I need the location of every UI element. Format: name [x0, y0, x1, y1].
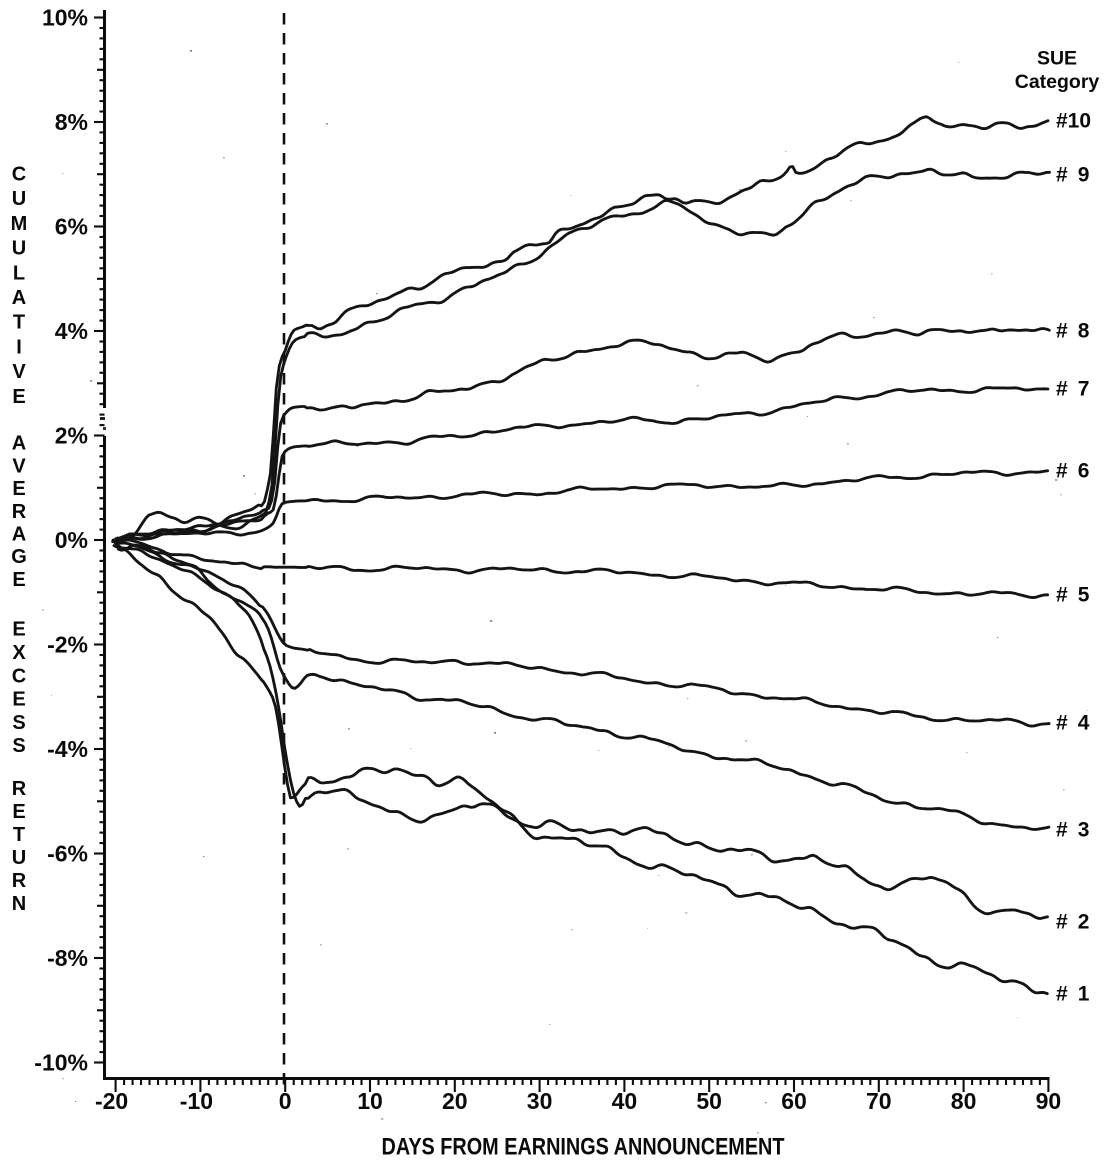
- svg-text:0%: 0%: [55, 527, 88, 553]
- svg-text:70: 70: [866, 1088, 892, 1114]
- svg-text:80: 80: [951, 1088, 977, 1114]
- svg-text:-10: -10: [180, 1088, 213, 1114]
- svg-text:U: U: [12, 847, 26, 869]
- svg-text:V: V: [12, 361, 26, 383]
- svg-text:-2%: -2%: [47, 632, 88, 658]
- svg-text:30: 30: [527, 1088, 553, 1114]
- svg-text:X: X: [12, 642, 26, 664]
- svg-text:U: U: [12, 188, 26, 210]
- svg-text:90: 90: [1036, 1088, 1062, 1114]
- svg-text:S: S: [12, 735, 25, 757]
- svg-text:50: 50: [696, 1088, 722, 1114]
- svg-text:R: R: [12, 870, 27, 892]
- svg-text:E: E: [12, 569, 25, 591]
- svg-text:E: E: [12, 801, 25, 823]
- svg-text:# 9: # 9: [1056, 164, 1089, 187]
- svg-text:I: I: [16, 336, 22, 358]
- svg-text:E: E: [12, 386, 25, 408]
- svg-text:C: C: [12, 164, 26, 186]
- svg-text:L: L: [13, 262, 25, 284]
- svg-text:-20: -20: [95, 1088, 128, 1114]
- svg-text:T: T: [13, 824, 25, 846]
- svg-text:8%: 8%: [55, 109, 88, 135]
- svg-text:T: T: [13, 312, 25, 334]
- svg-text:# 5: # 5: [1056, 584, 1090, 607]
- svg-text:SUE: SUE: [1037, 48, 1077, 70]
- svg-text:A: A: [12, 524, 26, 546]
- svg-text:10: 10: [357, 1088, 383, 1114]
- svg-text:Category: Category: [1015, 71, 1100, 93]
- svg-text:10%: 10%: [42, 5, 88, 31]
- svg-text:-4%: -4%: [47, 736, 88, 762]
- svg-text:C: C: [12, 665, 26, 687]
- svg-text:M: M: [11, 213, 28, 235]
- svg-text:-10%: -10%: [34, 1050, 88, 1076]
- svg-text:20: 20: [442, 1088, 468, 1114]
- svg-text:R: R: [12, 778, 27, 800]
- svg-text:2%: 2%: [55, 423, 88, 449]
- svg-text:6%: 6%: [55, 214, 88, 240]
- svg-text:A: A: [12, 433, 26, 455]
- svg-text:#10: #10: [1056, 110, 1091, 133]
- svg-text:E: E: [12, 619, 25, 641]
- svg-text:60: 60: [781, 1088, 807, 1114]
- svg-text:# 8: # 8: [1056, 320, 1090, 343]
- svg-text:# 7: # 7: [1056, 378, 1089, 401]
- svg-text:V: V: [12, 455, 26, 477]
- svg-text:# 3: # 3: [1056, 819, 1089, 842]
- svg-text:G: G: [11, 546, 27, 568]
- svg-text:40: 40: [612, 1088, 638, 1114]
- svg-text:U: U: [12, 238, 26, 260]
- svg-text:A: A: [12, 287, 26, 309]
- svg-text:4%: 4%: [55, 318, 88, 344]
- svg-text:-8%: -8%: [47, 945, 88, 971]
- svg-text:# 2: # 2: [1056, 911, 1089, 934]
- svg-text:0: 0: [279, 1088, 292, 1114]
- svg-text:E: E: [12, 689, 25, 711]
- svg-text:S: S: [12, 712, 25, 734]
- svg-text:N: N: [12, 893, 26, 915]
- svg-text:DAYS FROM EARNINGS ANNOUNCEMEN: DAYS FROM EARNINGS ANNOUNCEMENT: [382, 1134, 785, 1161]
- svg-text:-6%: -6%: [47, 841, 88, 867]
- svg-text:# 1: # 1: [1056, 983, 1090, 1006]
- svg-text:# 6: # 6: [1056, 460, 1089, 483]
- svg-text:# 4: # 4: [1056, 712, 1090, 735]
- svg-text:R: R: [12, 501, 27, 523]
- svg-text:E: E: [12, 478, 25, 500]
